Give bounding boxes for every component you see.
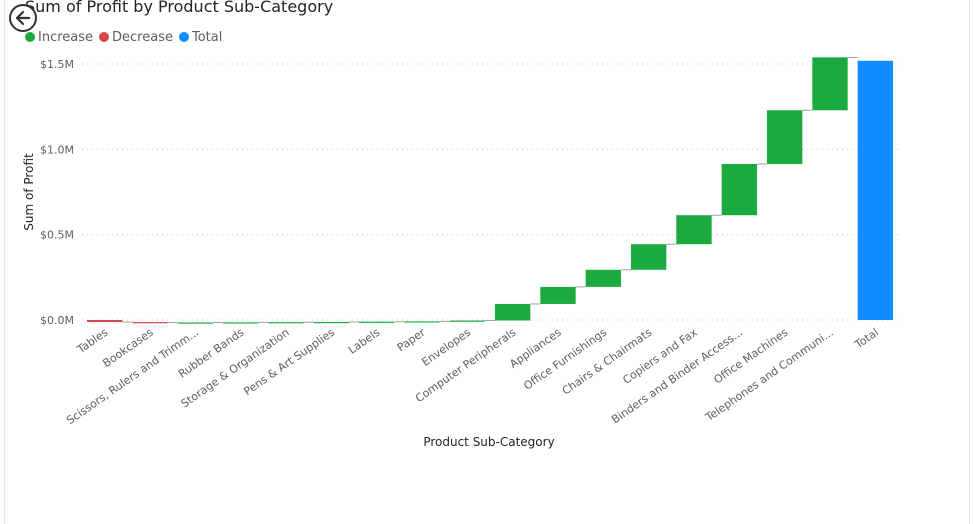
bar-increase[interactable] bbox=[676, 215, 712, 245]
y-tick-label: $0.0M bbox=[40, 314, 74, 327]
legend-item-increase[interactable]: Increase bbox=[25, 30, 93, 45]
back-arrow-icon[interactable] bbox=[8, 3, 38, 33]
bar-increase[interactable] bbox=[766, 110, 803, 165]
bar-increase[interactable] bbox=[177, 322, 214, 324]
legend-label-increase: Increase bbox=[38, 29, 94, 45]
bar-increase[interactable] bbox=[494, 303, 531, 321]
bar-increase[interactable] bbox=[268, 322, 304, 324]
bar-increase[interactable] bbox=[449, 320, 486, 322]
bar-increase[interactable] bbox=[358, 321, 395, 323]
bar-increase[interactable] bbox=[812, 57, 848, 111]
legend-swatch-decrease bbox=[99, 32, 110, 42]
y-tick-label: $0.5M bbox=[40, 229, 74, 242]
legend-item-decrease[interactable]: Decrease bbox=[99, 30, 173, 45]
bar-decrease[interactable] bbox=[132, 322, 168, 324]
visual-container: Sum of Profit by Product Sub-Category In… bbox=[4, 0, 970, 524]
bar-increase[interactable] bbox=[585, 269, 622, 287]
bar-total[interactable] bbox=[857, 60, 894, 321]
legend-label-decrease: Decrease bbox=[112, 29, 173, 45]
x-tick-label: Paper bbox=[395, 326, 428, 355]
legend-swatch-total bbox=[178, 32, 189, 42]
x-tick-label: Tables bbox=[74, 326, 110, 357]
legend-label-total: Total bbox=[191, 29, 223, 45]
y-axis-title: Sum of Profit bbox=[22, 153, 36, 231]
x-tick-label: Total bbox=[852, 326, 881, 352]
bar-increase[interactable] bbox=[540, 286, 576, 304]
x-tick-label: Labels bbox=[346, 326, 383, 357]
bar-increase[interactable] bbox=[630, 244, 667, 270]
bar-increase[interactable] bbox=[404, 321, 440, 323]
chart-legend: Increase Decrease Total bbox=[25, 29, 222, 45]
bar-decrease[interactable] bbox=[86, 320, 123, 323]
legend-item-total[interactable]: Total bbox=[178, 29, 223, 45]
y-tick-label: $1.0M bbox=[40, 143, 74, 156]
bar-increase[interactable] bbox=[222, 322, 259, 324]
bar-increase[interactable] bbox=[721, 164, 758, 216]
y-tick-label: $1.5M bbox=[40, 58, 74, 71]
x-tick-label: Copiers and Fax bbox=[620, 326, 700, 387]
chart-title: Sum of Profit by Product Sub-Category bbox=[25, 0, 334, 16]
x-axis-title: Product Sub-Category bbox=[423, 435, 554, 449]
legend-swatch-increase bbox=[25, 32, 35, 42]
bar-increase[interactable] bbox=[313, 321, 350, 324]
